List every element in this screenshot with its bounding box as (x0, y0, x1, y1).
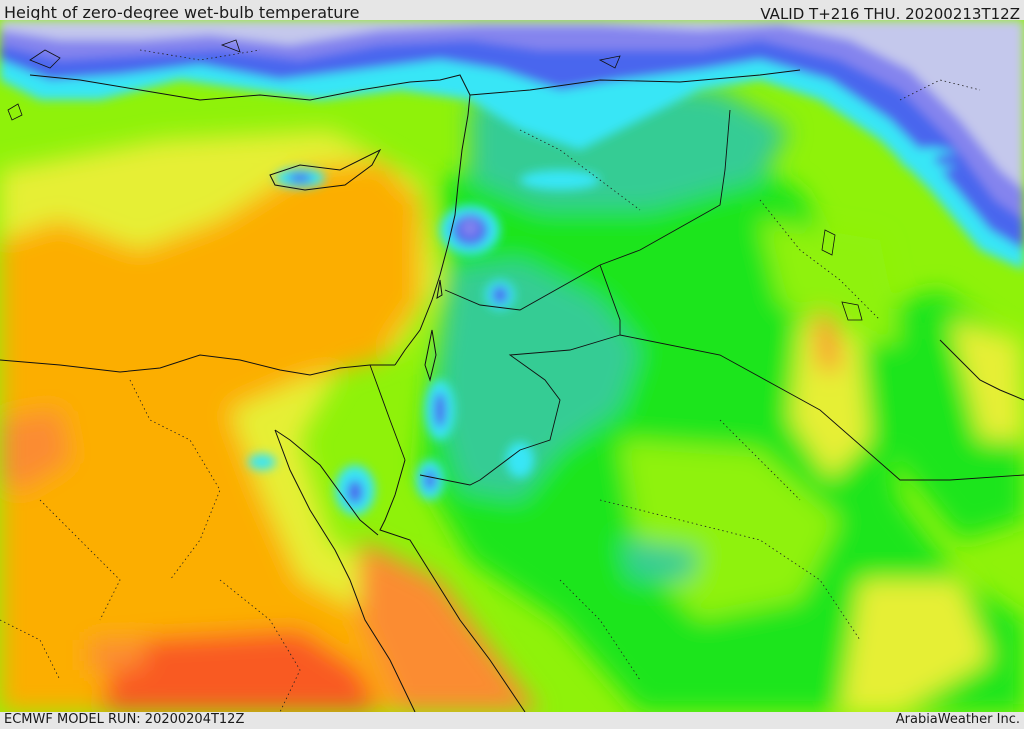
border-syria-jordan (444, 264, 601, 311)
sea-of-galilee (436, 279, 443, 299)
red-sea-east (379, 459, 526, 712)
credit: ArabiaWeather Inc. (895, 712, 1020, 727)
egypt-coast (0, 354, 395, 376)
border-egypt-israel (369, 364, 406, 461)
valid-time: VALID T+216 THU. 20200213T12Z (760, 5, 1020, 23)
islands (7, 39, 863, 321)
border-iraq-saudi (619, 334, 1024, 481)
turkey-coast (29, 74, 471, 116)
coastlines (0, 74, 1024, 712)
gulf-coast (939, 339, 1024, 401)
footer-bar: ECMWF MODEL RUN: 20200204T12Z ArabiaWeat… (0, 712, 1024, 729)
borders (369, 69, 1024, 486)
weather-map (0, 20, 1024, 712)
levant-coast (394, 114, 469, 366)
border-jordan-iraq (599, 264, 621, 335)
map-canvas (0, 20, 1024, 712)
red-sea-west (274, 429, 416, 712)
model-run: ECMWF MODEL RUN: 20200204T12Z (4, 712, 245, 727)
gulf-suez (274, 429, 379, 536)
dead-sea (424, 329, 437, 382)
internal-boundaries (0, 49, 981, 712)
border-syria-iraq (599, 109, 731, 266)
border-turkey-syria (469, 69, 801, 96)
field-layers (0, 80, 1024, 712)
cyprus-outline (269, 148, 382, 191)
header-bar: Height of zero-degree wet-bulb temperatu… (0, 0, 1024, 23)
map-title: Height of zero-degree wet-bulb temperatu… (4, 3, 360, 22)
cold-band (0, 20, 1024, 515)
border-jordan-saudi (419, 334, 621, 486)
